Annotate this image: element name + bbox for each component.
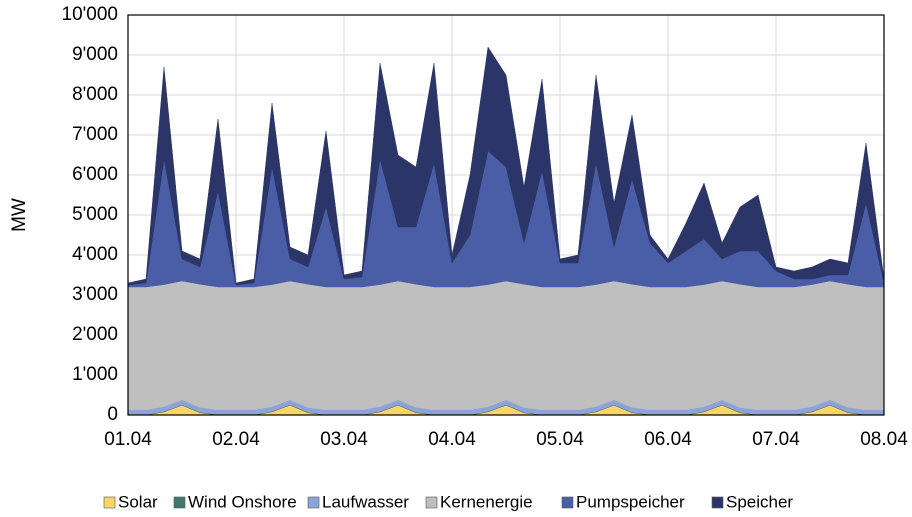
y-axis-label: MW [9, 198, 30, 232]
x-tick-label: 05.04 [536, 429, 584, 450]
plot-border [127, 14, 885, 416]
legend-swatch [307, 496, 320, 509]
x-tick-label: 07.04 [752, 429, 800, 450]
y-tick-label: 7'000 [72, 124, 118, 145]
legend-swatch [711, 496, 724, 509]
legend-swatch [103, 496, 116, 509]
x-tick-label: 01.04 [104, 429, 152, 450]
legend: Solar Wind Onshore Laufwasser Kernenergie Pu… [103, 492, 793, 511]
x-tick-label: 04.04 [428, 429, 476, 450]
legend-label: Solar [118, 492, 158, 511]
area [127, 150, 885, 288]
legend-label: Wind Onshore [188, 492, 297, 511]
y-tick-label: 4'000 [72, 244, 118, 265]
legend-label: Kernenergie [440, 492, 533, 511]
y-tick-label: 6'000 [72, 164, 118, 185]
legend-swatch [561, 496, 574, 509]
y-tick-label: 1'000 [72, 364, 118, 385]
x-tick-label: 06.04 [644, 429, 692, 450]
area [127, 280, 885, 411]
legend-swatch [173, 496, 186, 509]
y-tick-label: 9'000 [72, 44, 118, 65]
x-tick-label: 02.04 [212, 429, 260, 450]
y-tick-label: 10'000 [62, 4, 118, 25]
legend-label: Laufwasser [322, 492, 409, 511]
y-tick-label: 5'000 [72, 204, 118, 225]
legend-label: Speicher [726, 492, 793, 511]
legend-label: Pumpspeicher [576, 492, 685, 511]
x-tick-label: 03.04 [320, 429, 368, 450]
legend-swatch [425, 496, 438, 509]
y-tick-label: 2'000 [72, 324, 118, 345]
y-tick-label: 8'000 [72, 84, 118, 105]
y-tick-label: 3'000 [72, 284, 118, 305]
x-tick-label: 08.04 [860, 429, 908, 450]
y-tick-label: 0 [107, 404, 118, 425]
